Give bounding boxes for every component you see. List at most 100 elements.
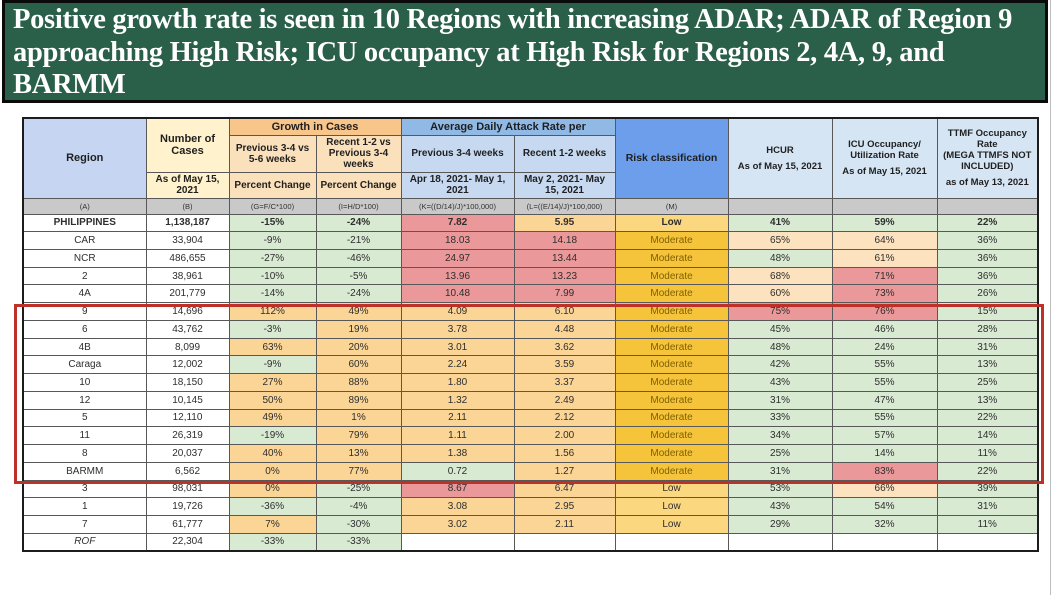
col-header-growth-previous: Previous 3-4 vs 5-6 weeks bbox=[228, 134, 317, 173]
region-cell: 5 bbox=[22, 408, 147, 428]
risk-cell: Moderate bbox=[614, 302, 729, 321]
cases-cell: 33,904 bbox=[145, 231, 230, 250]
hcur-cell: 29% bbox=[727, 514, 833, 534]
hcur-cell: 25% bbox=[727, 444, 833, 463]
ttmf-note: (MEGA TTMFS NOT INCLUDED) bbox=[943, 150, 1032, 173]
formula-cell: (K=((D/14)/J)*100,000) bbox=[400, 197, 515, 215]
growth-recent-cell: -4% bbox=[315, 497, 402, 516]
growth-recent-cell: -25% bbox=[315, 479, 402, 499]
cases-cell: 12,110 bbox=[145, 408, 230, 428]
adar-recent-cell bbox=[513, 532, 616, 552]
risk-cell: Moderate bbox=[614, 266, 729, 286]
ttmf-cell: 13% bbox=[936, 355, 1039, 375]
ttmf-cell: 36% bbox=[936, 248, 1039, 268]
region-cell: 3 bbox=[22, 479, 147, 499]
adar-recent-cell: 1.27 bbox=[513, 461, 616, 481]
hcur-cell: 43% bbox=[727, 497, 833, 516]
slide-right-edge bbox=[1050, 0, 1051, 595]
hcur-cell: 43% bbox=[727, 373, 833, 392]
table-row: 2 38,961 -10% -5% 13.96 13.23 Moderate 68% 71% 36… bbox=[22, 266, 1039, 286]
growth-recent-cell: 79% bbox=[315, 426, 402, 446]
risk-cell: Moderate bbox=[614, 355, 729, 375]
hcur-cell: 75% bbox=[727, 302, 833, 321]
growth-prev-cell: 0% bbox=[228, 461, 317, 481]
ttmf-cell: 26% bbox=[936, 284, 1039, 304]
icu-cell: 71% bbox=[831, 266, 938, 286]
table-row: 4B 8,099 63% 20% 3.01 3.62 Moderate 48% 24% 31% bbox=[22, 337, 1039, 357]
icu-cell: 57% bbox=[831, 426, 938, 446]
adar-prev-cell: 10.48 bbox=[400, 284, 515, 304]
cases-cell: 486,655 bbox=[145, 248, 230, 268]
table-row: ROF 22,304 -33% -33% bbox=[22, 532, 1039, 552]
region-cell: 9 bbox=[22, 302, 147, 321]
hcur-cell: 34% bbox=[727, 426, 833, 446]
growth-prev-cell: 63% bbox=[228, 337, 317, 357]
icu-cell: 47% bbox=[831, 390, 938, 410]
col-group-adar: Average Daily Attack Rate per bbox=[400, 117, 616, 136]
ttmf-title: TTMF Occupancy Rate bbox=[947, 128, 1027, 151]
adar-recent-cell: 3.62 bbox=[513, 337, 616, 357]
growth-recent-cell: -24% bbox=[315, 284, 402, 304]
adar-prev-cell: 2.24 bbox=[400, 355, 515, 375]
table-row: 6 43,762 -3% 19% 3.78 4.48 Moderate 45% 46% 28% bbox=[22, 319, 1039, 339]
ttmf-cell: 36% bbox=[936, 266, 1039, 286]
adar-prev-cell: 3.08 bbox=[400, 497, 515, 516]
growth-recent-cell: 13% bbox=[315, 444, 402, 463]
col-header-growth-recent-unit: Percent Change bbox=[315, 171, 402, 199]
col-header-hcur: HCUR As of May 15, 2021 bbox=[727, 117, 833, 199]
table-row: Caraga 12,002 -9% 60% 2.24 3.59 Moderate 42% 55%… bbox=[22, 355, 1039, 375]
ttmf-cell: 13% bbox=[936, 390, 1039, 410]
region-cell: 7 bbox=[22, 514, 147, 534]
growth-prev-cell: 112% bbox=[228, 302, 317, 321]
icu-cell bbox=[831, 532, 938, 552]
cases-cell: 43,762 bbox=[145, 319, 230, 339]
growth-recent-cell: 20% bbox=[315, 337, 402, 357]
ttmf-cell: 11% bbox=[936, 444, 1039, 463]
formula-cell bbox=[831, 197, 938, 215]
cases-cell: 18,150 bbox=[145, 373, 230, 392]
formula-cell: (I=H/D*100) bbox=[315, 197, 402, 215]
table-row: 5 12,110 49% 1% 2.11 2.12 Moderate 33% 55% 22% bbox=[22, 408, 1039, 428]
hcur-cell: 48% bbox=[727, 337, 833, 357]
slide-title-banner: Positive growth rate is seen in 10 Regio… bbox=[2, 0, 1048, 103]
table-row: 1 19,726 -36% -4% 3.08 2.95 Low 43% 54% 31% bbox=[22, 497, 1039, 516]
adar-recent-cell: 13.23 bbox=[513, 266, 616, 286]
growth-recent-cell: -21% bbox=[315, 231, 402, 250]
adar-recent-cell: 1.56 bbox=[513, 444, 616, 463]
region-cell: 4B bbox=[22, 337, 147, 357]
icu-cell: 83% bbox=[831, 461, 938, 481]
icu-cell: 64% bbox=[831, 231, 938, 250]
cases-cell: 12,002 bbox=[145, 355, 230, 375]
ttmf-cell: 22% bbox=[936, 213, 1039, 233]
risk-cell: Moderate bbox=[614, 373, 729, 392]
region-cell: NCR bbox=[22, 248, 147, 268]
growth-recent-cell: 77% bbox=[315, 461, 402, 481]
growth-prev-cell: 50% bbox=[228, 390, 317, 410]
adar-recent-cell: 7.99 bbox=[513, 284, 616, 304]
icu-asof: As of May 15, 2021 bbox=[842, 166, 927, 178]
hcur-cell: 33% bbox=[727, 408, 833, 428]
table-row: PHILIPPINES 1,138,187 -15% -24% 7.82 5.95 Low 4… bbox=[22, 213, 1039, 233]
region-cell: 8 bbox=[22, 444, 147, 463]
region-cell: 4A bbox=[22, 284, 147, 304]
hcur-asof: As of May 15, 2021 bbox=[737, 160, 823, 172]
icu-cell: 24% bbox=[831, 337, 938, 357]
risk-cell: Low bbox=[614, 497, 729, 516]
cases-cell: 6,562 bbox=[145, 461, 230, 481]
ttmf-cell: 14% bbox=[936, 426, 1039, 446]
growth-prev-cell: 40% bbox=[228, 444, 317, 463]
growth-prev-cell: -19% bbox=[228, 426, 317, 446]
adar-prev-cell: 0.72 bbox=[400, 461, 515, 481]
table-row: CAR 33,904 -9% -21% 18.03 14.18 Moderate 65% 64%… bbox=[22, 231, 1039, 250]
adar-prev-cell: 1.11 bbox=[400, 426, 515, 446]
risk-cell: Low bbox=[614, 213, 729, 233]
icu-cell: 61% bbox=[831, 248, 938, 268]
hcur-cell: 60% bbox=[727, 284, 833, 304]
risk-cell: Low bbox=[614, 514, 729, 534]
table-row: NCR 486,655 -27% -46% 24.97 13.44 Moderate 48% 6… bbox=[22, 248, 1039, 268]
adar-prev-cell: 18.03 bbox=[400, 231, 515, 250]
formula-cell bbox=[936, 197, 1039, 215]
col-header-risk-classification: Risk classification bbox=[614, 117, 729, 199]
icu-cell: 32% bbox=[831, 514, 938, 534]
growth-recent-cell: 19% bbox=[315, 319, 402, 339]
